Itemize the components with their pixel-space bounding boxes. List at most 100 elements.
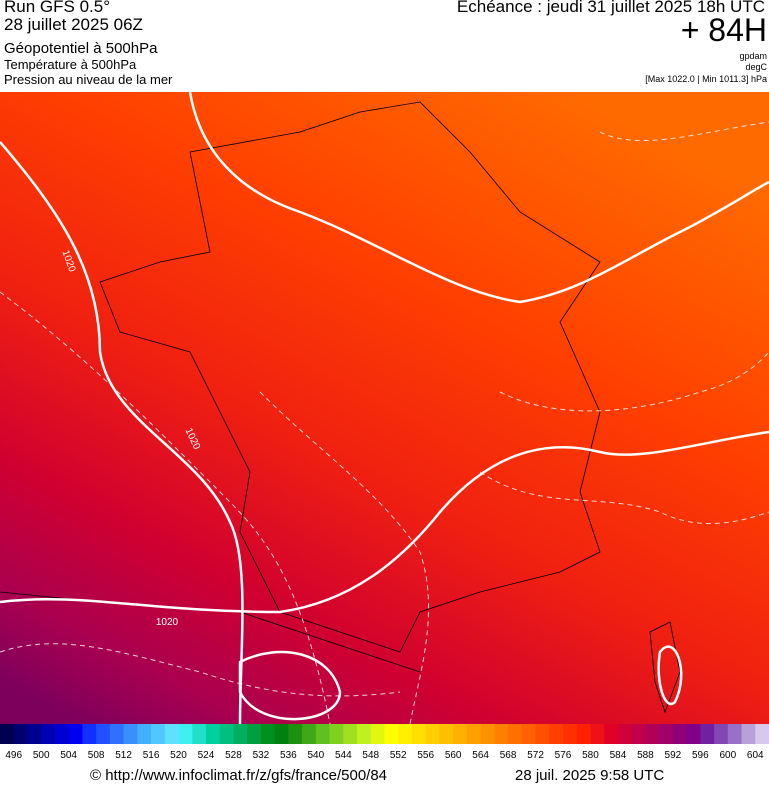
scale-label: 508 — [88, 750, 105, 761]
scale-label: 516 — [143, 750, 160, 761]
echeance: Echéance : jeudi 31 juillet 2025 18h UTC — [456, 0, 765, 16]
color-swatch — [288, 724, 303, 744]
color-swatch — [370, 724, 385, 744]
isobar-label: 1020 — [156, 617, 179, 628]
scale-label: 536 — [280, 750, 297, 761]
scale-label: 568 — [500, 750, 517, 761]
scale-label: 572 — [527, 750, 544, 761]
color-swatch — [192, 724, 207, 744]
color-swatch — [329, 724, 344, 744]
field-shading — [0, 92, 769, 724]
scale-label: 528 — [225, 750, 242, 761]
color-swatch — [0, 724, 15, 744]
scale-label: 544 — [335, 750, 352, 761]
color-scale: 496 500 504 508 512 516 520 524 528 532 536 540 544 5… — [0, 724, 769, 761]
color-swatch — [164, 724, 180, 744]
color-swatch — [617, 724, 633, 744]
color-swatch — [260, 724, 276, 744]
scale-label: 512 — [115, 750, 132, 761]
color-swatch — [109, 724, 125, 744]
scale-label: 576 — [555, 750, 572, 761]
color-swatch — [480, 724, 495, 744]
color-swatch — [727, 724, 743, 744]
color-swatch — [398, 724, 413, 744]
color-swatch — [41, 724, 56, 744]
color-swatch — [590, 724, 605, 744]
color-swatch — [384, 724, 399, 744]
scale-label: 564 — [472, 750, 489, 761]
color-swatch — [27, 724, 42, 744]
color-swatch — [205, 724, 221, 744]
scale-label: 548 — [362, 750, 379, 761]
color-swatch — [68, 724, 83, 744]
scale-label: 524 — [198, 750, 215, 761]
color-swatch — [302, 724, 317, 744]
scale-label: 556 — [417, 750, 434, 761]
scale-label: 540 — [307, 750, 324, 761]
color-swatch — [508, 724, 523, 744]
unit: [Max 1022.0 | Min 1011.3] hPa — [645, 74, 767, 84]
scale-label: 560 — [445, 750, 462, 761]
color-swatch — [357, 724, 372, 744]
color-swatch — [659, 724, 674, 744]
color-swatch — [535, 724, 550, 744]
color-swatch — [563, 724, 578, 744]
scale-label: 532 — [253, 750, 270, 761]
scale-label: 580 — [582, 750, 599, 761]
color-swatch — [137, 724, 152, 744]
color-swatch — [494, 724, 509, 744]
scale-label: 504 — [60, 750, 77, 761]
field: Température à 500hPa — [4, 57, 137, 72]
color-swatch — [645, 724, 660, 744]
field: Géopotentiel à 500hPa — [4, 40, 158, 57]
isotherms — [0, 121, 769, 724]
color-swatch — [714, 724, 729, 744]
color-swatch — [54, 724, 70, 744]
scale-label: 604 — [747, 750, 764, 761]
color-swatch — [315, 724, 331, 744]
timestamp: 28 juil. 2025 9:58 UTC — [515, 767, 665, 784]
isobars — [0, 92, 769, 724]
color-swatch — [233, 724, 248, 744]
scale-label: 600 — [719, 750, 736, 761]
color-swatch — [123, 724, 138, 744]
field: Pression au niveau de la mer — [4, 72, 173, 87]
unit: degC — [745, 62, 767, 72]
scale-label: 552 — [390, 750, 407, 761]
scale-label: 520 — [170, 750, 187, 761]
color-swatch — [439, 724, 454, 744]
color-swatch — [219, 724, 234, 744]
scale-label: 592 — [665, 750, 682, 761]
color-swatch — [700, 724, 715, 744]
scale-label: 588 — [637, 750, 654, 761]
color-swatch — [178, 724, 193, 744]
color-swatch — [247, 724, 262, 744]
color-swatch — [672, 724, 688, 744]
color-swatch — [274, 724, 289, 744]
scale-label: 500 — [33, 750, 50, 761]
color-swatch — [82, 724, 97, 744]
color-swatch — [549, 724, 564, 744]
color-swatch — [604, 724, 619, 744]
color-swatch — [96, 724, 111, 744]
source: © http://www.infoclimat.fr/z/gfs/france/… — [90, 767, 388, 784]
color-swatch — [151, 724, 166, 744]
color-swatch — [521, 724, 537, 744]
map: 1020 1020 1020 — [0, 92, 769, 724]
scale-label: 496 — [5, 750, 22, 761]
unit: gpdam — [739, 51, 767, 61]
color-swatch — [425, 724, 440, 744]
color-swatch — [755, 724, 769, 744]
scale-label: 584 — [610, 750, 627, 761]
run-title: Run GFS 0.5° — [4, 0, 111, 16]
color-swatch — [466, 724, 482, 744]
run-date: 28 juillet 2025 06Z — [4, 15, 143, 34]
lead-time: + 84H — [680, 12, 767, 48]
color-swatch — [343, 724, 358, 744]
scale-label: 596 — [692, 750, 709, 761]
color-swatch — [686, 724, 701, 744]
color-swatch — [631, 724, 646, 744]
color-swatch — [741, 724, 756, 744]
color-swatch — [576, 724, 591, 744]
